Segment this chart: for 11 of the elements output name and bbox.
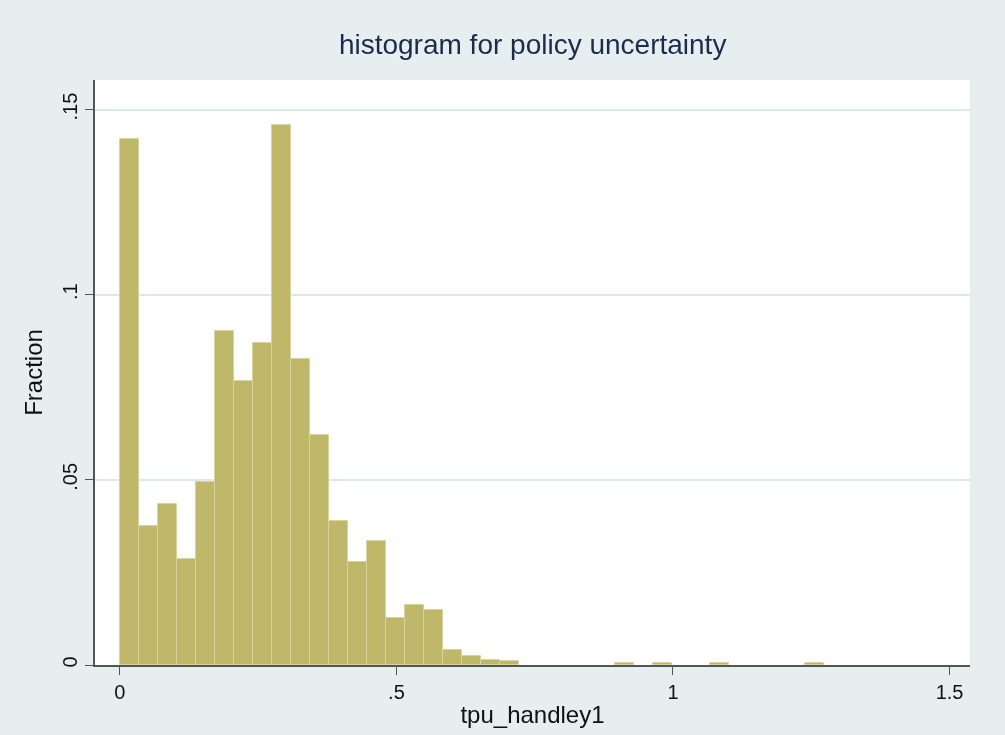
chart-title: histogram for policy uncertainty: [338, 28, 727, 60]
x-tick-label: 1: [667, 681, 679, 703]
x-tick-label: .5: [388, 681, 405, 703]
x-axis-title: tpu_handley1: [460, 700, 605, 728]
y-tick-label: .1: [59, 283, 81, 301]
y-tick-label: 0: [59, 656, 81, 668]
y-tick-label: .15: [59, 92, 81, 121]
x-tick-label: 1.5: [935, 681, 964, 703]
y-axis-title: Fraction: [19, 329, 47, 416]
y-tick-label: .05: [59, 462, 81, 491]
x-tick-label: 0: [114, 681, 126, 703]
